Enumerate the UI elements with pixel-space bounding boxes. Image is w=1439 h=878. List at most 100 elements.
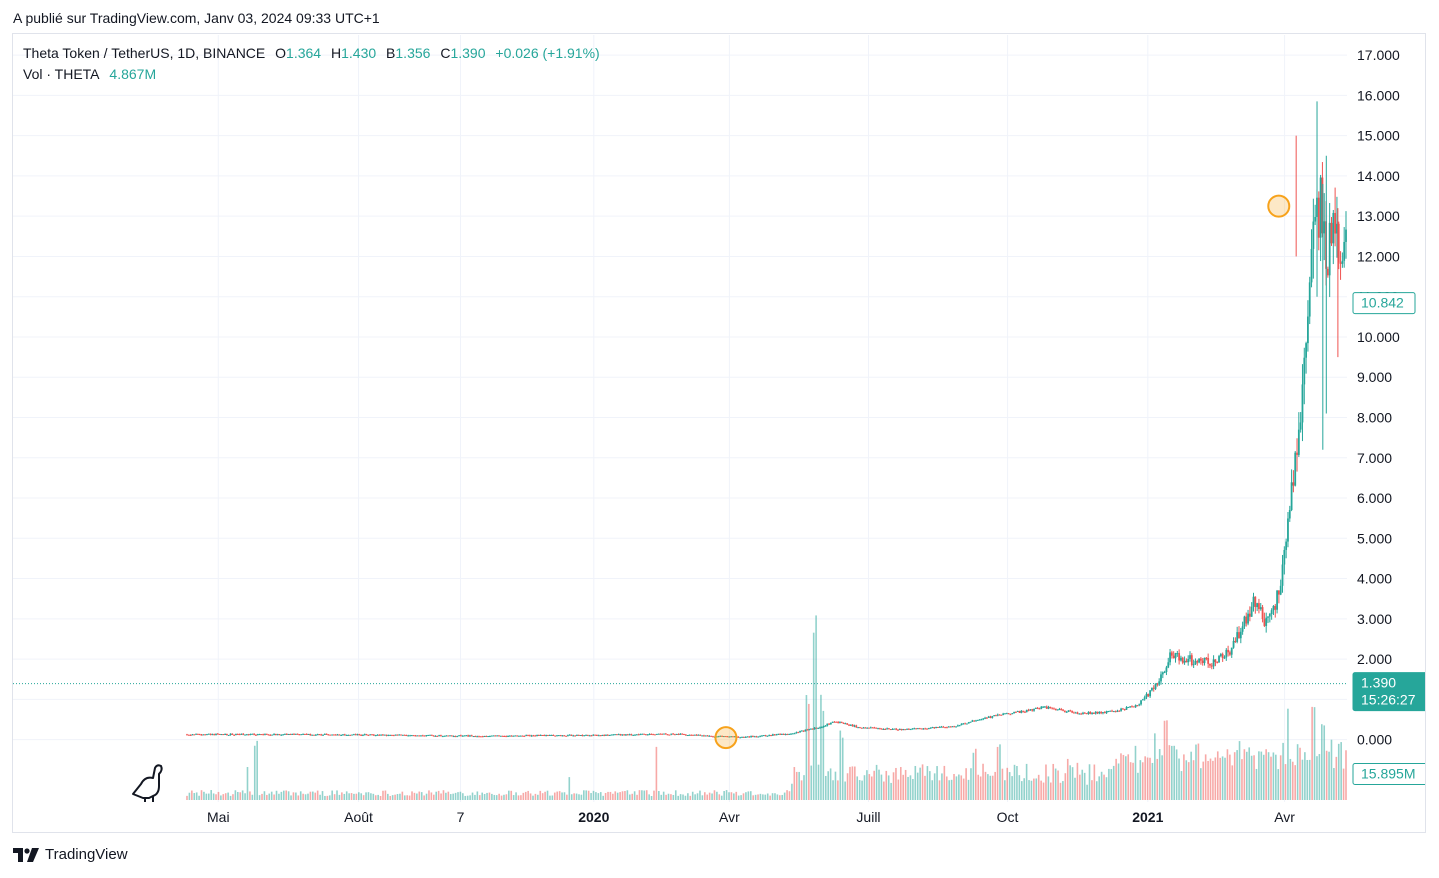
candle-body	[1033, 708, 1035, 711]
candle-body	[381, 734, 384, 736]
volume-bar	[411, 791, 413, 800]
volume-bar	[1202, 761, 1205, 800]
candle-body	[782, 733, 785, 735]
candle-body	[1180, 657, 1182, 661]
volume-bar	[307, 793, 309, 800]
volume-bar	[1287, 708, 1289, 800]
candle-body	[1225, 649, 1228, 658]
tradingview-logo-icon	[13, 847, 39, 862]
candle-body	[822, 726, 825, 728]
volume-bar	[447, 791, 450, 800]
candle-body	[984, 717, 986, 719]
candle-body	[953, 726, 956, 728]
candle-body	[844, 723, 847, 725]
candle-body	[572, 735, 575, 737]
candle-body	[1044, 706, 1046, 708]
volume-bar	[457, 792, 459, 800]
footer-brand[interactable]: TradingView	[13, 846, 128, 863]
candle-body	[276, 734, 279, 736]
candle-body	[940, 726, 943, 728]
price-chart[interactable]: 0.0001.0002.0003.0004.0005.0006.0007.000…	[13, 34, 1425, 832]
candle-body	[686, 735, 689, 737]
volume-bar	[609, 791, 612, 800]
candle-body	[1187, 658, 1190, 663]
legend-volume-label[interactable]: Vol · THETA	[23, 66, 100, 82]
candle-body	[362, 734, 364, 736]
candle-body	[630, 734, 633, 736]
volume-bar	[188, 792, 191, 800]
volume-bar	[215, 794, 217, 800]
legend-high-label: H	[330, 45, 342, 61]
volume-bar	[585, 790, 588, 800]
volume-bar	[466, 795, 469, 800]
candle-body	[762, 735, 765, 737]
price-axis[interactable]: 0.0001.0002.0003.0004.0005.0006.0007.000…	[1357, 47, 1400, 747]
candle-body	[915, 728, 918, 730]
volume-bar	[645, 790, 648, 800]
y-tick-label: 16.000	[1357, 87, 1400, 103]
volume-bar	[604, 792, 607, 800]
volume-bar	[621, 791, 624, 800]
volume-bar	[227, 792, 229, 800]
candle-body	[385, 734, 388, 736]
candle-body	[1256, 603, 1259, 608]
candle-body	[641, 733, 644, 735]
time-axis[interactable]: Mai Août 7 2020 Avr Juill Oct 2021 Avr	[207, 809, 1295, 825]
volume-bar	[1110, 769, 1113, 800]
candle-body	[1123, 708, 1126, 710]
candle-body	[557, 735, 560, 737]
volume-bar	[887, 775, 890, 800]
volume-bar	[391, 795, 394, 800]
volume-bar	[229, 795, 232, 800]
candle-body	[664, 733, 667, 735]
candle-body	[712, 736, 714, 738]
candle-body	[639, 734, 642, 736]
legend-low-value: 1.356	[395, 45, 431, 61]
candle-body	[249, 733, 252, 735]
volume-bar	[1284, 764, 1287, 800]
candle-body	[597, 735, 600, 737]
candle-body	[859, 727, 861, 729]
event-marker[interactable]	[1267, 194, 1291, 218]
volume-bar	[280, 791, 283, 800]
price-candles	[186, 101, 1347, 739]
volume-bar	[616, 792, 619, 800]
candle-body	[215, 733, 217, 736]
volume-bar	[967, 779, 970, 800]
candle-body	[409, 735, 411, 737]
volume-bar	[314, 792, 317, 800]
candle-body	[282, 734, 285, 736]
candle-body	[352, 734, 355, 736]
volume-bar	[812, 632, 815, 800]
candle-body	[1147, 693, 1150, 697]
volume-bar	[1183, 754, 1185, 800]
candle-body	[893, 728, 896, 730]
candle-body	[333, 734, 335, 736]
candle-body	[978, 719, 981, 721]
candle-body	[349, 734, 352, 736]
candle-body	[213, 734, 216, 736]
candle-body	[1007, 713, 1010, 715]
candle-body	[441, 736, 444, 738]
candle-body	[545, 735, 548, 737]
candle-body	[198, 734, 201, 736]
candle-body	[414, 735, 417, 737]
volume-bar	[403, 795, 406, 800]
legend-symbol[interactable]: Theta Token / TetherUS, 1D, BINANCE	[23, 45, 266, 61]
candle-body	[590, 735, 593, 737]
volume-bar	[1076, 762, 1079, 800]
candle-body	[1194, 661, 1197, 665]
event-marker[interactable]	[714, 726, 738, 750]
volume-bar	[970, 768, 972, 800]
volume-bar	[691, 791, 694, 800]
candle-body	[342, 734, 344, 736]
volume-bar	[261, 793, 263, 800]
candle-body	[742, 736, 745, 738]
volume-bar	[290, 795, 292, 800]
candle-body	[472, 736, 475, 738]
chart-frame[interactable]: 0.0001.0002.0003.0004.0005.0006.0007.000…	[12, 33, 1426, 833]
candle-body	[779, 733, 782, 735]
volume-bar	[1088, 764, 1091, 800]
candle-body	[583, 735, 586, 737]
